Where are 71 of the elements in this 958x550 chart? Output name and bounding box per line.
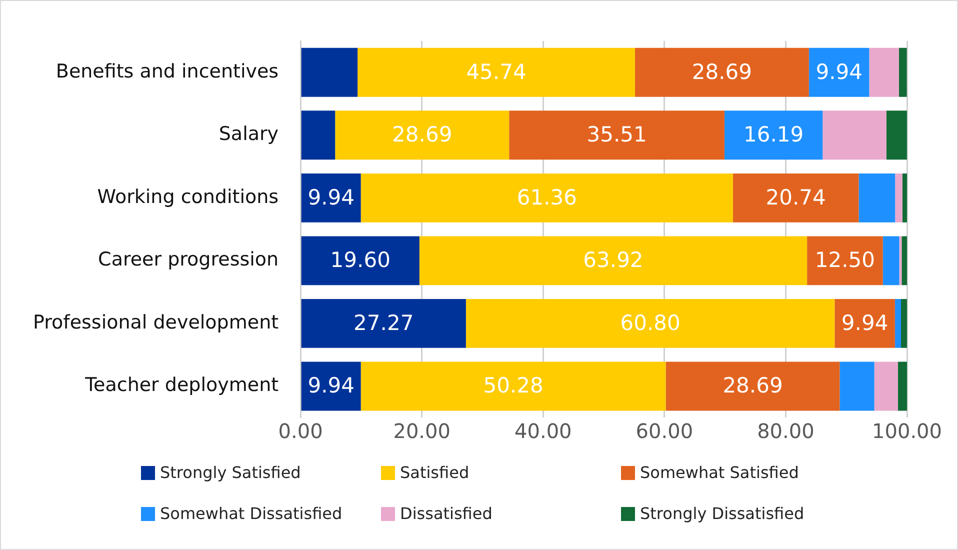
bar: [900, 298, 907, 348]
y-tick-label: Teacher deployment: [84, 374, 279, 396]
legend-label: Strongly Dissatisfied: [640, 504, 804, 523]
bar: [902, 173, 907, 222]
bar: [419, 236, 808, 286]
bar: [724, 110, 823, 160]
bar: [898, 48, 907, 97]
data-label: 28.69: [722, 374, 783, 398]
data-label: 27.27: [354, 310, 414, 335]
data-label: 12.50: [814, 248, 876, 272]
bar: [834, 298, 895, 348]
data-label: 9.94: [308, 185, 354, 210]
bar: [732, 173, 859, 222]
x-tick-label: 80.00: [757, 418, 814, 443]
bar: [666, 362, 840, 411]
x-tick-label: 20.00: [393, 418, 450, 443]
legend-label: Somewhat Dissatisfied: [160, 504, 342, 523]
bar: [360, 173, 733, 222]
bar: [360, 362, 666, 411]
bar: [874, 362, 898, 411]
bar: [898, 362, 907, 411]
bar: [358, 48, 635, 97]
data-label: 9.94: [816, 60, 862, 84]
x-tick-label: 100.00: [872, 418, 942, 443]
data-label: 20.74: [766, 185, 826, 210]
data-label: 16.19: [743, 122, 804, 147]
bar: [807, 236, 883, 286]
legend-label: Satisfied: [400, 463, 470, 482]
bar: [840, 362, 874, 411]
y-tick-label: Working conditions: [97, 186, 279, 208]
x-tick-label: 60.00: [636, 418, 694, 443]
x-tick-label: 0.00: [278, 418, 323, 443]
y-tick-label: Career progression: [98, 248, 279, 271]
legend-label: Strongly Satisfied: [160, 463, 301, 482]
data-label: 45.74: [466, 60, 526, 84]
bar: [301, 362, 361, 411]
data-label: 9.94: [308, 374, 354, 398]
bar: [335, 110, 510, 160]
data-label: 19.60: [330, 248, 390, 272]
bar: [869, 48, 899, 97]
bar: [509, 110, 724, 160]
bar: [882, 236, 900, 286]
bar: [858, 173, 896, 222]
data-label: 50.28: [483, 374, 544, 398]
y-tick-label: Salary: [218, 123, 279, 146]
bar: [808, 48, 870, 97]
data-label: 60.80: [620, 310, 680, 335]
data-label: 63.92: [583, 248, 644, 272]
y-tick-label: Professional development: [33, 311, 279, 334]
bar: [634, 48, 809, 97]
bar: [301, 173, 361, 222]
x-tick-label: 40.00: [514, 418, 572, 443]
bar: [822, 110, 886, 160]
bar: [301, 110, 336, 160]
bar: [466, 298, 835, 348]
legend-label: Somewhat Satisfied: [640, 463, 799, 482]
data-label: 61.36: [516, 185, 577, 210]
bar: [895, 173, 902, 222]
y-tick-label: Benefits and incentives: [56, 60, 279, 82]
bar: [902, 236, 907, 286]
data-label: 9.94: [841, 310, 888, 335]
data-label: 35.51: [586, 122, 647, 147]
bar: [301, 48, 358, 97]
legend-label: Dissatisfied: [400, 504, 492, 523]
bar: [894, 298, 901, 348]
bar: [886, 110, 907, 160]
bar: [301, 298, 466, 348]
bar: [899, 236, 902, 286]
data-label: 28.69: [392, 122, 452, 147]
bar: [301, 236, 420, 286]
data-label: 28.69: [692, 60, 752, 84]
